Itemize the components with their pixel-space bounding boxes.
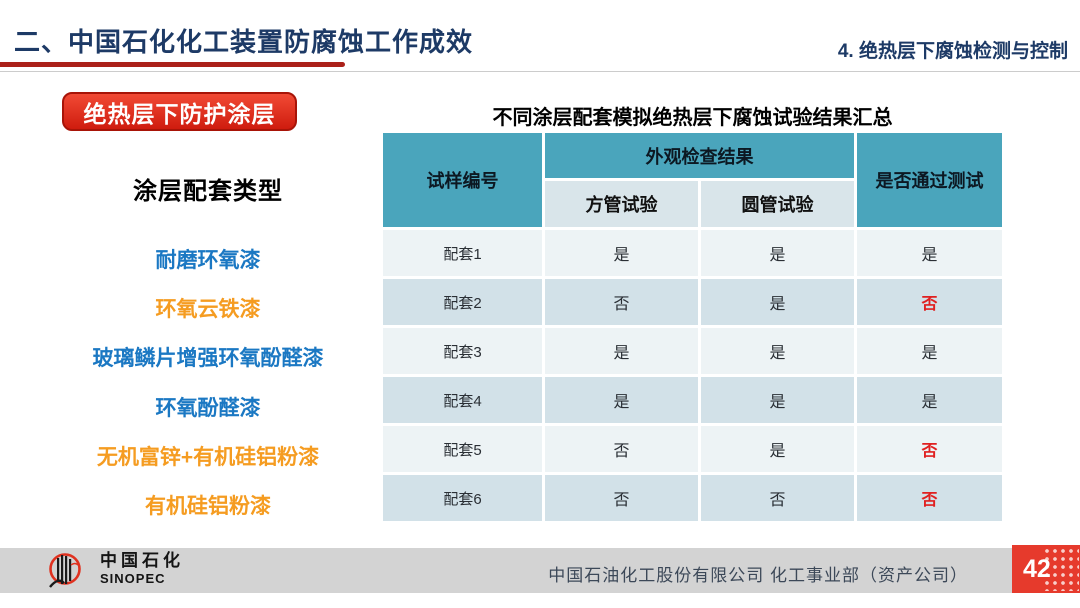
sample-cell: 配套3 (383, 328, 542, 374)
square-pipe-cell: 否 (545, 475, 698, 521)
square-pipe-cell: 是 (545, 328, 698, 374)
logo-cn-label: 中国石化 (100, 551, 184, 570)
col-header-square-pipe: 方管试验 (545, 181, 698, 227)
round-pipe-cell: 是 (701, 426, 854, 472)
round-pipe-cell: 是 (701, 377, 854, 423)
col-header-pass-test: 是否通过测试 (857, 133, 1002, 227)
table-row: 配套2 否 是 否 (383, 279, 1002, 325)
round-pipe-cell: 是 (701, 230, 854, 276)
table-row: 配套6 否 否 否 (383, 475, 1002, 521)
footer-bar (0, 548, 1080, 593)
round-pipe-cell: 否 (701, 475, 854, 521)
pass-cell: 是 (857, 377, 1002, 423)
pass-cell: 否 (857, 279, 1002, 325)
sample-cell: 配套1 (383, 230, 542, 276)
coating-item: 环氧云铁漆 (155, 297, 261, 321)
square-pipe-cell: 是 (545, 230, 698, 276)
sample-cell: 配套6 (383, 475, 542, 521)
pass-cell: 是 (857, 230, 1002, 276)
logo-en-label: SINOPEC (100, 571, 166, 586)
pass-cell: 否 (857, 426, 1002, 472)
page-number: 42 (1023, 555, 1051, 583)
company-name: 中国石油化工股份有限公司 化工事业部（资产公司） (548, 566, 968, 585)
coating-item: 玻璃鳞片增强环氧酚醛漆 (92, 347, 324, 371)
coating-item: 环氧酚醛漆 (155, 396, 261, 420)
results-table: 试样编号 外观检查结果 是否通过测试 方管试验 圆管试验 配套1 是 是 是 配… (380, 130, 1005, 524)
col-header-round-pipe: 圆管试验 (701, 181, 854, 227)
pass-cell: 否 (857, 475, 1002, 521)
square-pipe-cell: 否 (545, 279, 698, 325)
page-number-badge: 42 (1012, 545, 1080, 593)
coating-item: 耐磨环氧漆 (155, 248, 261, 272)
sample-cell: 配套5 (383, 426, 542, 472)
round-pipe-cell: 是 (701, 328, 854, 374)
table-row: 配套4 是 是 是 (383, 377, 1002, 423)
coating-list-title: 涂层配套类型 (133, 178, 283, 205)
slide-title: 二、中国石化化工装置防腐蚀工作成效 (14, 27, 474, 57)
col-header-appearance-group: 外观检查结果 (545, 133, 854, 178)
table-row: 配套5 否 是 否 (383, 426, 1002, 472)
square-pipe-cell: 是 (545, 377, 698, 423)
insulation-coating-badge: 绝热层下防护涂层 (62, 92, 297, 131)
coating-list: 耐磨环氧漆 环氧云铁漆 玻璃鳞片增强环氧酚醛漆 环氧酚醛漆 无机富锌+有机硅铝粉… (27, 234, 389, 530)
table-row: 配套3 是 是 是 (383, 328, 1002, 374)
round-pipe-cell: 是 (701, 279, 854, 325)
table-row: 配套1 是 是 是 (383, 230, 1002, 276)
square-pipe-cell: 否 (545, 426, 698, 472)
header-divider-rule (0, 71, 1080, 72)
coating-item: 无机富锌+有机硅铝粉漆 (96, 445, 320, 469)
col-header-sample-id: 试样编号 (383, 133, 542, 227)
sample-cell: 配套4 (383, 377, 542, 423)
section-subtitle: 4. 绝热层下腐蚀检测与控制 (837, 41, 1068, 62)
sinopec-logo-icon (49, 553, 81, 588)
pass-cell: 是 (857, 328, 1002, 374)
logo-text: 中国石化 SINOPEC (100, 552, 184, 585)
sample-cell: 配套2 (383, 279, 542, 325)
title-underline-rule (0, 62, 345, 67)
table-title: 不同涂层配套模拟绝热层下腐蚀试验结果汇总 (492, 107, 893, 129)
coating-item: 有机硅铝粉漆 (145, 495, 271, 519)
